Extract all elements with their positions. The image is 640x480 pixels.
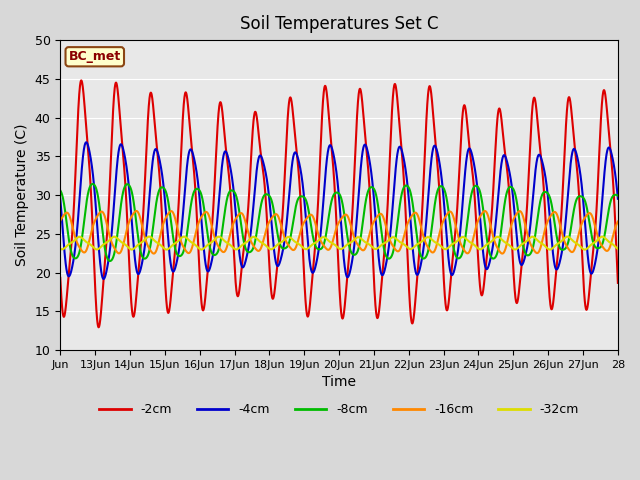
-32cm xyxy=(271,245,278,251)
-16cm xyxy=(543,219,551,225)
-32cm xyxy=(543,245,551,251)
-2cm xyxy=(56,275,64,281)
-8cm xyxy=(56,188,64,193)
-32cm xyxy=(604,238,611,243)
-32cm xyxy=(581,247,589,252)
Line: -4cm: -4cm xyxy=(60,142,618,279)
-2cm xyxy=(604,111,611,117)
-2cm xyxy=(614,280,621,286)
-8cm xyxy=(89,181,97,187)
-2cm xyxy=(295,169,303,175)
-4cm xyxy=(271,251,278,256)
-8cm xyxy=(106,258,114,264)
-32cm xyxy=(56,246,64,252)
-16cm xyxy=(132,208,140,214)
Text: BC_met: BC_met xyxy=(68,50,121,63)
-2cm xyxy=(271,289,278,295)
-2cm xyxy=(95,324,102,330)
-2cm xyxy=(154,149,161,155)
-4cm xyxy=(604,148,611,154)
-8cm xyxy=(543,190,551,196)
-4cm xyxy=(120,151,128,156)
-2cm xyxy=(77,78,85,84)
-4cm xyxy=(154,148,161,154)
-4cm xyxy=(100,276,108,282)
Line: -2cm: -2cm xyxy=(60,81,618,327)
-16cm xyxy=(614,219,621,225)
-32cm xyxy=(120,241,128,247)
-8cm xyxy=(295,195,303,201)
-8cm xyxy=(614,193,621,199)
Line: -32cm: -32cm xyxy=(60,237,618,250)
-32cm xyxy=(145,234,153,240)
-4cm xyxy=(614,196,621,202)
Line: -16cm: -16cm xyxy=(60,211,618,253)
-4cm xyxy=(56,196,64,202)
-2cm xyxy=(543,252,551,258)
-16cm xyxy=(120,240,128,245)
-16cm xyxy=(154,245,161,251)
-8cm xyxy=(271,212,278,217)
-8cm xyxy=(120,185,128,191)
Title: Soil Temperatures Set C: Soil Temperatures Set C xyxy=(240,15,438,33)
X-axis label: Time: Time xyxy=(322,375,356,389)
-8cm xyxy=(604,216,611,222)
-8cm xyxy=(154,194,161,200)
Line: -8cm: -8cm xyxy=(60,184,618,261)
-32cm xyxy=(614,246,621,252)
Y-axis label: Soil Temperature (C): Soil Temperature (C) xyxy=(15,124,29,266)
-16cm xyxy=(295,236,303,241)
-4cm xyxy=(543,188,551,193)
-16cm xyxy=(56,218,64,224)
-2cm xyxy=(120,166,128,171)
-32cm xyxy=(294,241,302,247)
-4cm xyxy=(83,139,90,145)
-16cm xyxy=(150,251,157,256)
-16cm xyxy=(604,248,611,254)
-4cm xyxy=(295,158,303,164)
-16cm xyxy=(271,212,278,217)
Legend: -2cm, -4cm, -8cm, -16cm, -32cm: -2cm, -4cm, -8cm, -16cm, -32cm xyxy=(94,398,584,421)
-32cm xyxy=(154,240,161,246)
